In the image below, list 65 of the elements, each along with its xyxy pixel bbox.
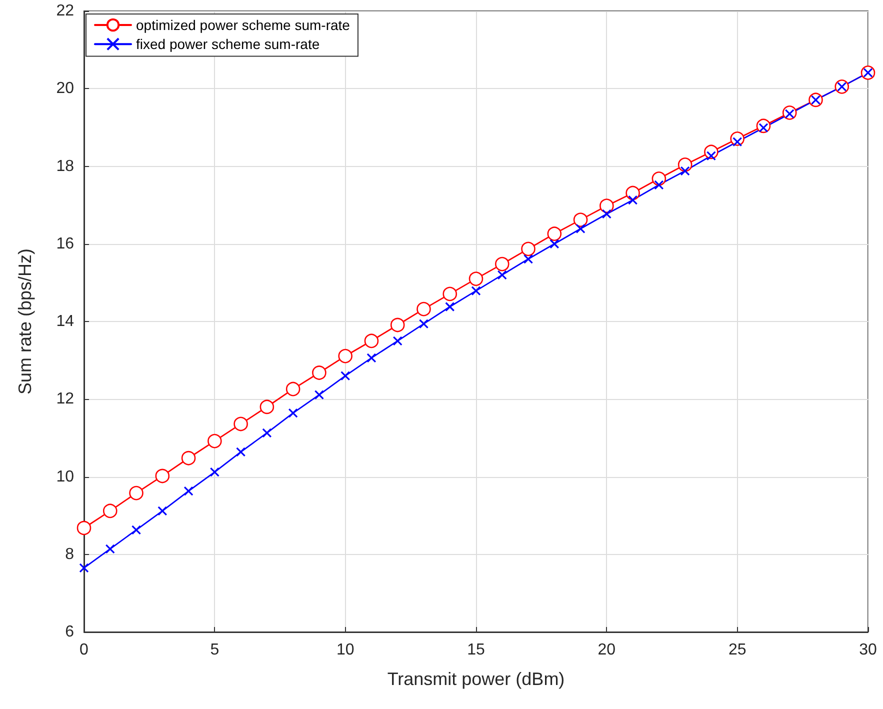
point xyxy=(550,239,560,249)
point xyxy=(210,467,220,477)
point xyxy=(102,504,118,518)
point xyxy=(312,366,326,380)
point xyxy=(314,390,324,400)
point xyxy=(573,212,588,227)
point xyxy=(105,544,115,554)
point xyxy=(600,198,614,213)
point xyxy=(468,272,484,286)
point xyxy=(158,506,168,516)
point xyxy=(286,382,300,396)
point xyxy=(442,286,458,302)
point xyxy=(340,371,350,381)
point xyxy=(654,180,664,190)
point xyxy=(184,486,194,496)
point xyxy=(208,434,222,448)
point xyxy=(390,318,405,332)
point xyxy=(288,408,298,418)
point xyxy=(260,400,274,414)
point xyxy=(366,353,376,363)
point xyxy=(576,224,586,234)
point xyxy=(680,166,690,176)
point xyxy=(262,428,272,438)
point xyxy=(471,286,481,296)
point xyxy=(547,226,562,241)
point xyxy=(523,254,534,264)
y-tick-label: 8 xyxy=(65,546,74,563)
point xyxy=(131,525,142,535)
legend-label: optimized power scheme sum-rate xyxy=(136,17,350,33)
point xyxy=(76,520,92,536)
y-axis-title: Sum rate (bps/Hz) xyxy=(15,248,35,395)
x-tick-label: 0 xyxy=(80,642,89,658)
y-tick-label: 10 xyxy=(56,468,74,486)
legend-label: fixed power scheme sum-rate xyxy=(136,36,320,52)
point xyxy=(364,334,379,348)
point xyxy=(628,195,638,205)
y-tick-label: 6 xyxy=(65,624,74,640)
point xyxy=(338,348,352,364)
x-tick-label: 20 xyxy=(598,642,616,658)
y-tick-label: 14 xyxy=(56,313,74,330)
point xyxy=(236,447,246,457)
y-tick-label: 12 xyxy=(56,390,74,408)
y-tick-label: 16 xyxy=(56,235,74,252)
y-tick-label: 20 xyxy=(56,80,74,98)
point xyxy=(445,302,455,312)
point xyxy=(416,302,431,316)
point xyxy=(521,242,536,256)
point xyxy=(181,450,196,466)
y-tick-label: 22 xyxy=(56,2,74,20)
point xyxy=(497,270,507,280)
point xyxy=(234,416,248,432)
x-tick-label: 15 xyxy=(467,642,485,658)
x-axis-title: Transmit power (dBm) xyxy=(387,669,565,689)
point xyxy=(392,336,402,346)
point xyxy=(129,486,144,500)
point xyxy=(418,319,429,329)
x-tick-label: 5 xyxy=(210,642,220,658)
point xyxy=(602,209,612,219)
point xyxy=(79,563,89,573)
x-tick-label: 10 xyxy=(336,642,354,658)
point xyxy=(494,256,510,272)
y-tick-label: 18 xyxy=(56,158,74,175)
point xyxy=(155,468,170,484)
x-tick-label: 30 xyxy=(859,642,877,658)
x-tick-label: 25 xyxy=(728,642,746,658)
